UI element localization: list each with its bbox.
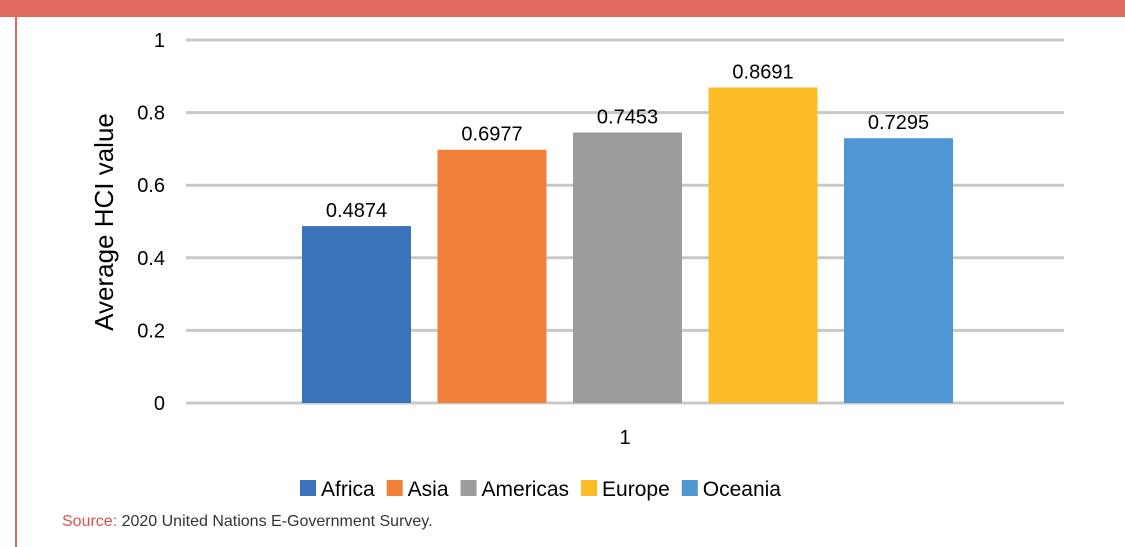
legend-swatch-africa xyxy=(300,480,316,496)
data-label-europe: 0.8691 xyxy=(732,62,793,84)
source-text: 2020 United Nations E-Government Survey. xyxy=(117,513,433,530)
y-axis-label: Average HCI value xyxy=(89,113,119,331)
source-key: Source: xyxy=(62,513,118,530)
y-tick-label: 0.8 xyxy=(137,103,165,125)
legend-swatch-oceania xyxy=(681,480,698,496)
legend-label-africa: Africa xyxy=(321,478,375,501)
data-label-americas: 0.7453 xyxy=(597,106,658,128)
legend-label-americas: Americas xyxy=(482,478,570,501)
left-accent-rule xyxy=(15,17,17,547)
top-accent-bar xyxy=(0,0,1125,17)
y-tick-label: 0.6 xyxy=(137,175,165,197)
source-note: Source: 2020 United Nations E-Government… xyxy=(62,513,433,531)
bar-oceania xyxy=(844,138,953,403)
legend-swatch-americas xyxy=(460,480,477,496)
x-tick-label: 1 xyxy=(619,427,630,449)
y-tick-label: 1 xyxy=(154,30,165,52)
bar-asia xyxy=(437,149,547,403)
bar-americas xyxy=(573,132,682,403)
data-label-africa: 0.4874 xyxy=(326,200,387,222)
bars xyxy=(302,87,953,404)
y-tick-labels: 0 0.2 0.4 0.6 0.8 1 xyxy=(137,30,165,415)
bar-africa xyxy=(302,226,411,403)
bar-europe xyxy=(708,87,818,404)
y-tick-label: 0.2 xyxy=(137,320,165,342)
legend-swatch-asia xyxy=(386,480,403,496)
data-label-asia: 0.6977 xyxy=(461,124,522,146)
y-tick-label: 0.4 xyxy=(137,248,165,270)
data-label-oceania: 0.7295 xyxy=(868,112,929,134)
data-labels: 0.4874 0.6977 0.7453 0.8691 0.7295 xyxy=(326,62,929,223)
legend: Africa Asia Americas Europe Oceania xyxy=(300,478,781,501)
legend-label-oceania: Oceania xyxy=(703,478,782,501)
legend-label-europe: Europe xyxy=(602,478,670,501)
y-tick-label: 0 xyxy=(154,393,165,415)
legend-swatch-europe xyxy=(581,480,598,496)
legend-label-asia: Asia xyxy=(408,478,449,501)
